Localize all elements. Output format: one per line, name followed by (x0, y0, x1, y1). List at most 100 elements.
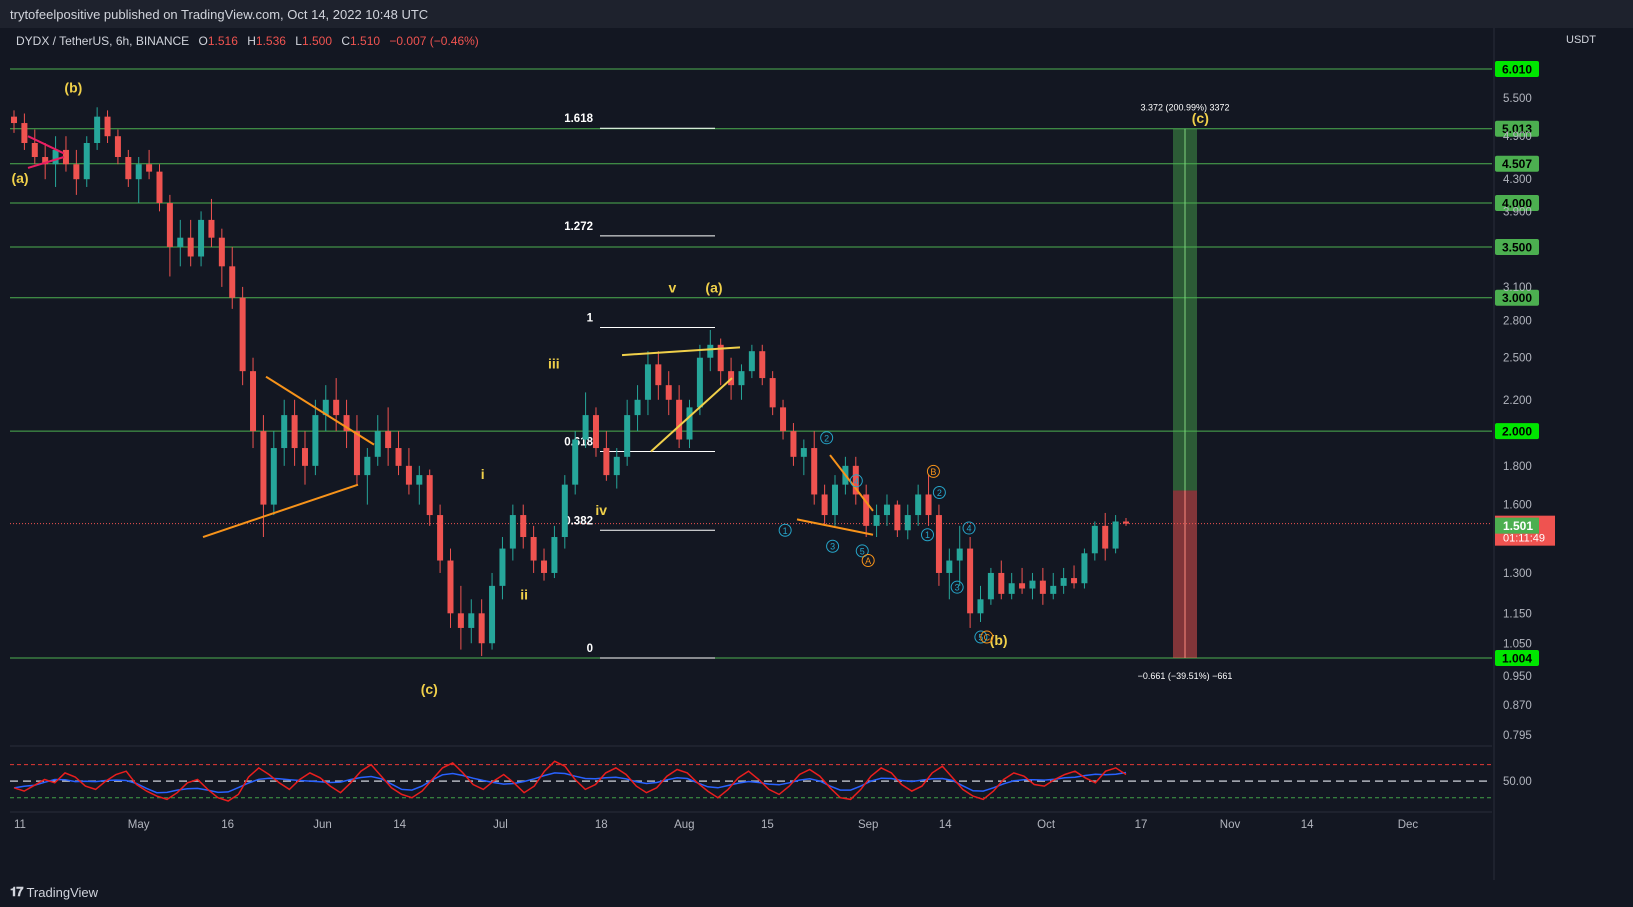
symbol-name: DYDX / TetherUS, 6h, BINANCE (16, 34, 190, 48)
wave-label: (b) (990, 632, 1008, 648)
level-tag-6.010: 6.010 (1502, 63, 1532, 77)
candle (863, 484, 870, 538)
candle-body (281, 415, 288, 449)
fib-label-1: 1 (587, 313, 594, 325)
candles (11, 107, 1129, 657)
level-tag-bg-1.004 (1495, 650, 1539, 666)
minor-wave-circle (861, 554, 875, 568)
tradingview-brand: TradingView (26, 884, 99, 900)
candle-body (301, 448, 308, 466)
price-axis[interactable]: 6.010 5.013 4.507 4.000 3.500 3.000 2.000 1.004… (1493, 28, 1555, 880)
candle-body (759, 351, 766, 379)
candle (135, 157, 142, 204)
candle (717, 338, 724, 386)
candle (52, 136, 59, 187)
level-tag-4.000: 4.000 (1502, 197, 1532, 211)
level-tag-bg-4.000 (1495, 195, 1539, 212)
candle (644, 351, 651, 416)
candle-body (239, 297, 246, 372)
level-tag-bg-2.000 (1495, 423, 1539, 440)
level-tag-bg-3.500 (1495, 238, 1539, 255)
fib-label-1.618: 1.618 (564, 113, 593, 125)
candle-body (769, 378, 776, 408)
candle (250, 357, 257, 449)
candle (21, 113, 28, 150)
candle-body (592, 415, 599, 449)
candle (208, 198, 215, 247)
candle (821, 484, 828, 526)
price-tick-4.300: 4.300 (1503, 174, 1532, 186)
candle (665, 371, 672, 416)
long-position-measure[interactable]: 3.372 (200.99%) 3372 −0.661 (−39.51%) −66… (1138, 103, 1233, 681)
fib-label-0.618: 0.618 (564, 437, 593, 449)
ohlc-high-value: 1.536 (255, 34, 286, 48)
minor-wave-circle (974, 630, 988, 644)
price-tick-0.795: 0.795 (1503, 730, 1532, 742)
candle (114, 129, 121, 165)
candle (333, 378, 340, 432)
publisher-bar: trytofeelpositive published on TradingVi… (0, 0, 1633, 28)
candle-body (686, 407, 693, 440)
candle-body (1081, 553, 1088, 584)
time-axis[interactable]: 11 May 16 Jun 14 Jul 18 Aug 15 Sep 14 Oct 17 Nov 14 Dec (10, 811, 1492, 831)
minor-wave-label: B (930, 467, 936, 477)
time-tick-Jul: Jul (493, 819, 508, 831)
ohlc-low-value: 1.500 (301, 34, 333, 48)
price-tick-1.800: 1.800 (1503, 461, 1532, 473)
candle (800, 439, 807, 476)
candle-body (634, 399, 641, 416)
minor-wedge-top (829, 454, 874, 512)
candle (416, 465, 423, 505)
candle-body (832, 484, 839, 516)
candle-body (1019, 583, 1026, 589)
level-tag-bg-4.507 (1495, 155, 1539, 172)
candle (166, 194, 173, 277)
candle (592, 407, 599, 457)
level-tag-4.507: 4.507 (1502, 157, 1532, 171)
minor-wave-circle (926, 464, 940, 478)
candle (198, 211, 205, 267)
candle (270, 431, 277, 516)
trendlines[interactable] (27, 135, 874, 538)
candle-body (177, 237, 184, 247)
candle-body (489, 585, 496, 644)
candle-body (31, 142, 38, 158)
time-tick-17: 17 (1135, 819, 1148, 831)
candle-body (717, 344, 724, 372)
candle-body (114, 136, 121, 158)
candle-body (125, 157, 132, 180)
fib-retracement[interactable]: 1.618 1.272 1 0.618 0.382 0 (564, 113, 715, 659)
ohlc-close-value: 1.510 (350, 34, 381, 48)
candle (447, 548, 454, 628)
symbol-legend: DYDX / TetherUS, 6h, BINANCE O1.516 H1.5… (16, 34, 479, 48)
chart-grid (10, 28, 1492, 880)
candle (353, 415, 360, 485)
minor-wave-label: 3 (830, 542, 835, 552)
candle-body (551, 537, 558, 573)
candle (187, 219, 194, 267)
candle (987, 567, 994, 605)
candle (83, 136, 90, 187)
candle-body (374, 431, 381, 457)
wave-label: (a) (11, 170, 28, 186)
candle (94, 107, 101, 150)
candle (603, 431, 610, 481)
candle-body (312, 415, 319, 466)
candle (541, 548, 548, 581)
minor-wave-label: 3 (955, 583, 960, 593)
candle-body (166, 203, 173, 247)
price-tick-5.500: 5.500 (1503, 93, 1532, 105)
candle-body (457, 613, 464, 628)
level-tag-2.000: 2.000 (1502, 425, 1532, 439)
candle-body (998, 572, 1005, 594)
wave-label: (a) (705, 279, 722, 295)
candle-body (218, 237, 225, 267)
rsi-line (13, 760, 1127, 802)
candle (426, 469, 433, 526)
candle-body (322, 399, 329, 416)
candle-body (229, 266, 236, 298)
candle (811, 431, 818, 505)
horizontal-levels[interactable] (10, 68, 1492, 659)
rsi-signal-line (13, 771, 1127, 794)
